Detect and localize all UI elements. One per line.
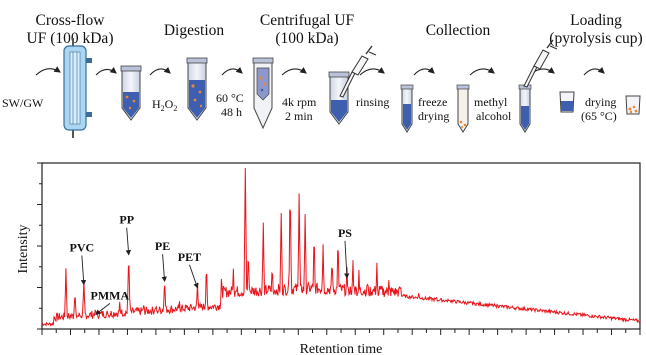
drying-label-line2: (65 °C): [581, 109, 617, 123]
drying-label-line1: drying: [585, 95, 616, 109]
stage-title-loading-line1: Loading: [570, 12, 622, 29]
crossflow-cartridge-icon: [63, 38, 92, 138]
peak-label-pp: PP: [119, 213, 134, 227]
stage-title-centrifugal-line2: (100 kDa): [275, 30, 338, 47]
chromatogram-trace: [41, 167, 641, 327]
methanol-vial-icon: [518, 84, 532, 133]
rinse-tube-icon: [328, 71, 350, 125]
peak-label-pet: PET: [178, 250, 201, 264]
peak-label-ps: PS: [338, 226, 352, 240]
stage-title-collection: Collection: [426, 22, 491, 39]
peak-arrow-pmma: [95, 303, 111, 315]
time-label: 48 h: [221, 105, 242, 119]
dried-vial-icon: [456, 84, 470, 133]
freeze-label-line1: freeze: [418, 95, 447, 109]
peak-arrow-pvc: [80, 255, 87, 286]
stage-title-crossflow-line1: Cross-flow: [36, 12, 106, 29]
process-arrows: [35, 66, 605, 76]
peak-label-pvc: PVC: [70, 241, 95, 255]
freeze-label-line2: drying: [418, 109, 449, 123]
peak-label-pe: PE: [155, 239, 170, 253]
methyl-label-line2: alcohol: [476, 109, 512, 123]
stage-title-crossflow-line2: UF (100 kDa): [27, 30, 114, 47]
rinsing-label: rinsing: [356, 95, 389, 109]
digestion-tube-icon: [186, 57, 208, 121]
x-axis-label: Retention time: [300, 342, 383, 355]
collection-vial-icon: [400, 84, 414, 133]
y-axis-label: Intensity: [16, 225, 31, 274]
peak-labels: PVC PMMA PP PE PET PS: [70, 213, 352, 315]
pipette-icon: [339, 45, 377, 98]
duration-label: 2 min: [285, 109, 313, 123]
axis-ticks: [37, 162, 641, 335]
temperature-label: 60 °C: [216, 91, 244, 105]
pyrolysis-cup-icon: [559, 91, 575, 113]
peak-arrow-ps: [344, 240, 350, 279]
peak-arrow-pe: [161, 254, 167, 283]
centrifugal-filter-icon: [252, 57, 274, 130]
rpm-label: 4k rpm: [282, 95, 317, 109]
sample-tube-icon: [120, 65, 142, 121]
plot-frame: [41, 162, 641, 330]
pipette-icon: [523, 39, 558, 88]
h2o2-label: H2O2: [152, 97, 177, 113]
peak-arrow-pet: [189, 264, 199, 289]
stage-title-digestion: Digestion: [164, 22, 225, 39]
source-label: SW/GW: [2, 96, 44, 110]
stage-title-centrifugal-line1: Centrifugal UF: [260, 12, 355, 29]
dried-cup-icon: [625, 95, 641, 115]
methyl-label-line1: methyl: [474, 95, 508, 109]
chromatogram-chart: Intensity Retention time PVCPMMAPPPEPETP…: [16, 162, 641, 355]
peak-label-pmma: PMMA: [90, 288, 129, 302]
stage-title-loading-line2: (pyrolysis cup): [549, 30, 642, 47]
peak-arrow-pp: [125, 227, 132, 256]
